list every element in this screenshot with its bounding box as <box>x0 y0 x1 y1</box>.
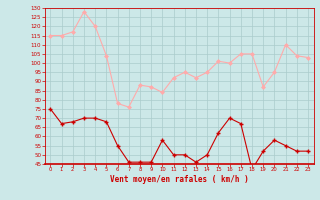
X-axis label: Vent moyen/en rafales ( km/h ): Vent moyen/en rafales ( km/h ) <box>110 175 249 184</box>
